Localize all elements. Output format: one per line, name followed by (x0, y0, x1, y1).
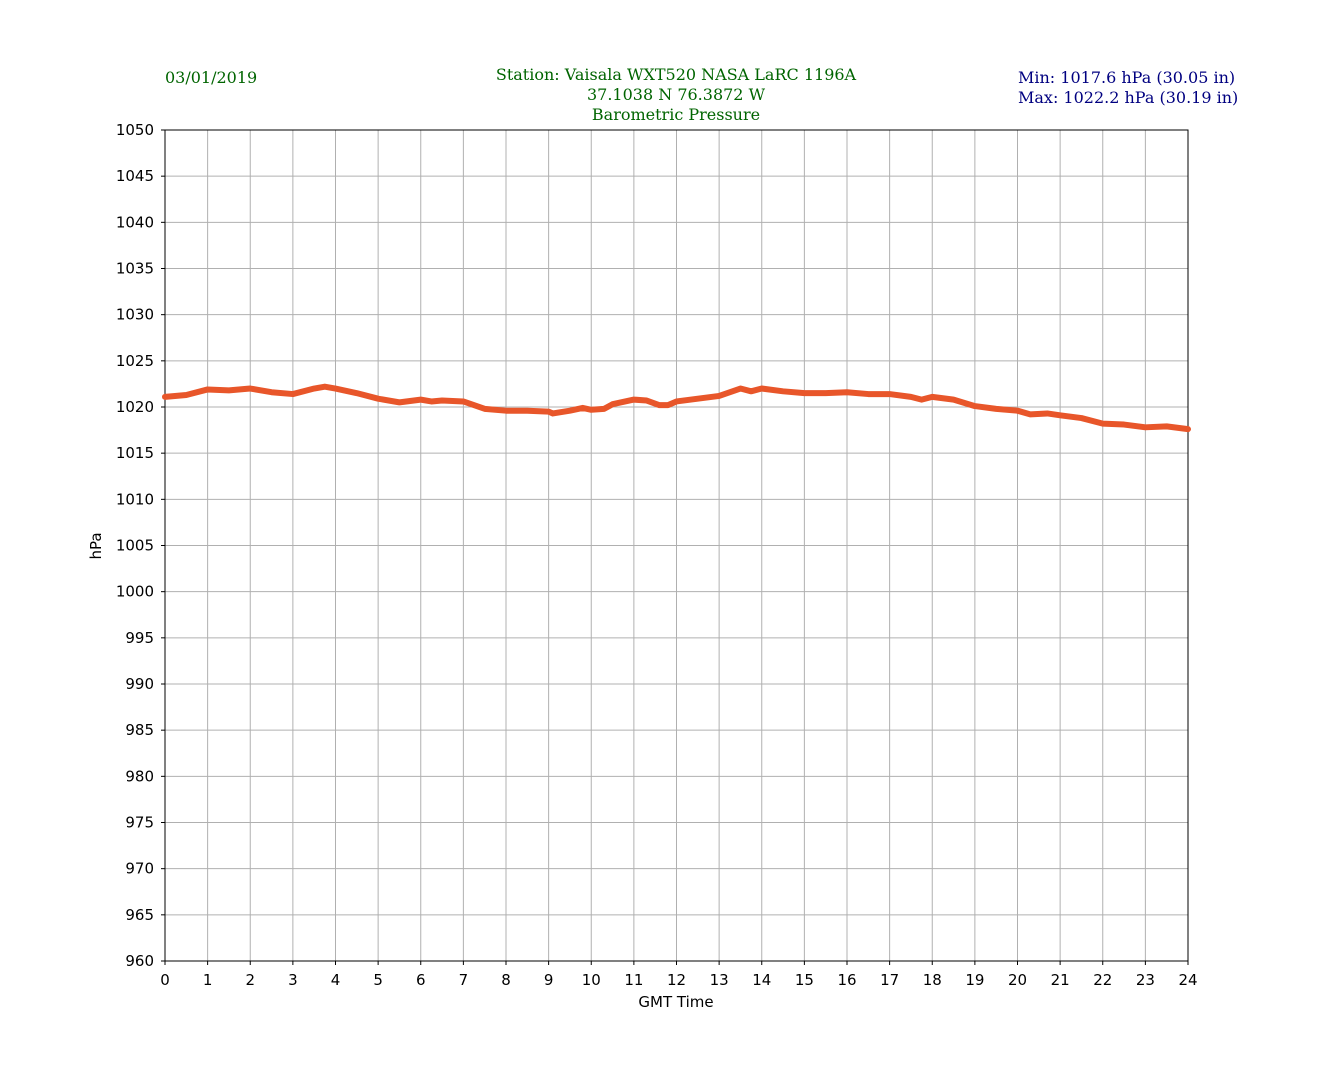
x-tick-label: 22 (1093, 971, 1112, 989)
y-tick-label: 1020 (116, 398, 154, 416)
x-tick-label: 0 (160, 971, 170, 989)
x-tick-label: 24 (1178, 971, 1197, 989)
y-tick-label: 980 (125, 767, 154, 785)
plot-frame (164, 129, 1189, 962)
x-tick-label: 15 (795, 971, 814, 989)
x-tick-label: 6 (416, 971, 426, 989)
chart-title: Barometric Pressure (592, 105, 760, 124)
x-tick-label: 13 (710, 971, 729, 989)
y-tick-label: 1035 (116, 260, 154, 278)
x-tick-label: 4 (331, 971, 341, 989)
x-tick-label: 10 (582, 971, 601, 989)
max-stat: Max: 1022.2 hPa (30.19 in) (1018, 88, 1238, 107)
date: 03/01/2019 (165, 68, 257, 87)
x-tick-label: 21 (1051, 971, 1070, 989)
x-axis-label: GMT Time (638, 993, 713, 1011)
x-tick-label: 2 (245, 971, 255, 989)
y-tick-label: 1005 (116, 537, 154, 555)
x-tick-label: 5 (373, 971, 383, 989)
x-tick-label: 12 (667, 971, 686, 989)
x-tick-label: 7 (459, 971, 469, 989)
y-tick-label: 1050 (116, 121, 154, 139)
y-tick-label: 1040 (116, 213, 154, 231)
y-tick-label: 965 (125, 906, 154, 924)
min-stat: Min: 1017.6 hPa (30.05 in) (1018, 68, 1235, 87)
x-tick-label: 17 (880, 971, 899, 989)
data-line (162, 383, 1191, 433)
chart-title: Station: Vaisala WXT520 NASA LaRC 1196A (496, 65, 857, 84)
chart-title: 37.1038 N 76.3872 W (587, 85, 766, 104)
x-tick-label: 3 (288, 971, 298, 989)
x-tick-label: 14 (752, 971, 771, 989)
y-axis-label: hPa (87, 532, 105, 559)
x-tick-label: 8 (501, 971, 511, 989)
x-tick-label: 11 (624, 971, 643, 989)
x-tick-label: 9 (544, 971, 554, 989)
y-tick-label: 1045 (116, 167, 154, 185)
y-tick-label: 995 (125, 629, 154, 647)
y-tick-label: 970 (125, 860, 154, 878)
y-tick-label: 960 (125, 952, 154, 970)
y-tick-label: 975 (125, 814, 154, 832)
y-tick-label: 985 (125, 721, 154, 739)
x-tick-label: 19 (965, 971, 984, 989)
y-tick-label: 990 (125, 675, 154, 693)
y-tick-label: 1010 (116, 490, 154, 508)
x-tick-label: 23 (1136, 971, 1155, 989)
y-tick-label: 1025 (116, 352, 154, 370)
x-tick-label: 18 (923, 971, 942, 989)
y-tick-label: 1030 (116, 306, 154, 324)
y-tick-label: 1015 (116, 444, 154, 462)
y-tick-label: 1000 (116, 583, 154, 601)
x-tick-label: 16 (837, 971, 856, 989)
x-tick-label: 1 (203, 971, 213, 989)
x-tick-label: 20 (1008, 971, 1027, 989)
